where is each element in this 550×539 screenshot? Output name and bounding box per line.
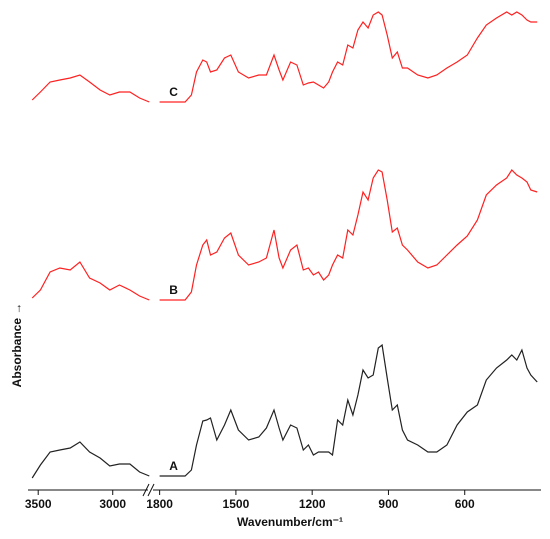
axis-break	[142, 483, 155, 497]
x-tick-label: 1500	[223, 497, 250, 511]
x-tick-label: 3000	[99, 497, 126, 511]
x-tick-label: 1200	[299, 497, 326, 511]
spectrum-line	[31, 261, 150, 301]
x-tick-label: 3500	[25, 497, 52, 511]
series-label: B	[169, 283, 178, 297]
series-label: A	[169, 459, 178, 473]
y-axis-label: Absorbance →	[10, 303, 24, 388]
spectrum-line	[159, 11, 538, 103]
x-tick-label: 600	[455, 497, 475, 511]
spectrum-line	[159, 169, 538, 301]
spectrum-line	[31, 74, 150, 103]
spectrum-line	[31, 441, 150, 479]
x-tick-label: 1800	[146, 497, 173, 511]
series-label: C	[169, 85, 178, 99]
x-axis-label: Wavenumber/cm⁻¹	[237, 515, 343, 529]
x-tick-label: 900	[378, 497, 398, 511]
spectrum-line	[159, 343, 538, 477]
